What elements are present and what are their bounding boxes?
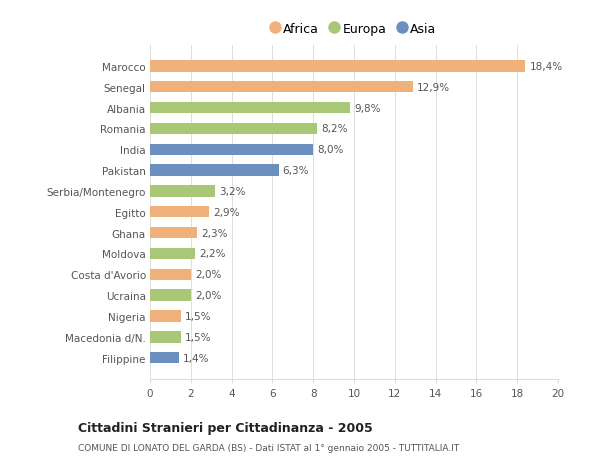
Text: 6,3%: 6,3% <box>283 166 309 176</box>
Text: 9,8%: 9,8% <box>354 103 380 113</box>
Text: 3,2%: 3,2% <box>220 186 246 196</box>
Bar <box>150 82 413 93</box>
Bar <box>150 290 191 301</box>
Text: Cittadini Stranieri per Cittadinanza - 2005: Cittadini Stranieri per Cittadinanza - 2… <box>78 421 373 434</box>
Text: 2,0%: 2,0% <box>195 291 221 301</box>
Text: 18,4%: 18,4% <box>529 62 563 72</box>
Bar <box>150 248 195 260</box>
Bar <box>150 186 215 197</box>
Text: 12,9%: 12,9% <box>417 83 451 93</box>
Text: 1,4%: 1,4% <box>182 353 209 363</box>
Bar <box>150 269 191 280</box>
Bar <box>150 144 313 156</box>
Text: 2,9%: 2,9% <box>213 207 240 217</box>
Text: 1,5%: 1,5% <box>185 311 211 321</box>
Bar <box>150 227 197 239</box>
Bar <box>150 311 181 322</box>
Bar <box>150 61 526 73</box>
Text: 1,5%: 1,5% <box>185 332 211 342</box>
Legend: Africa, Europa, Asia: Africa, Europa, Asia <box>268 19 440 39</box>
Bar <box>150 103 350 114</box>
Text: 2,0%: 2,0% <box>195 270 221 280</box>
Text: 8,0%: 8,0% <box>317 145 344 155</box>
Bar <box>150 165 278 176</box>
Text: 2,2%: 2,2% <box>199 249 226 259</box>
Bar <box>150 123 317 135</box>
Bar <box>150 207 209 218</box>
Bar <box>150 352 179 364</box>
Text: COMUNE DI LONATO DEL GARDA (BS) - Dati ISTAT al 1° gennaio 2005 - TUTTITALIA.IT: COMUNE DI LONATO DEL GARDA (BS) - Dati I… <box>78 443 459 452</box>
Bar <box>150 331 181 343</box>
Text: 2,3%: 2,3% <box>201 228 227 238</box>
Text: 8,2%: 8,2% <box>322 124 348 134</box>
